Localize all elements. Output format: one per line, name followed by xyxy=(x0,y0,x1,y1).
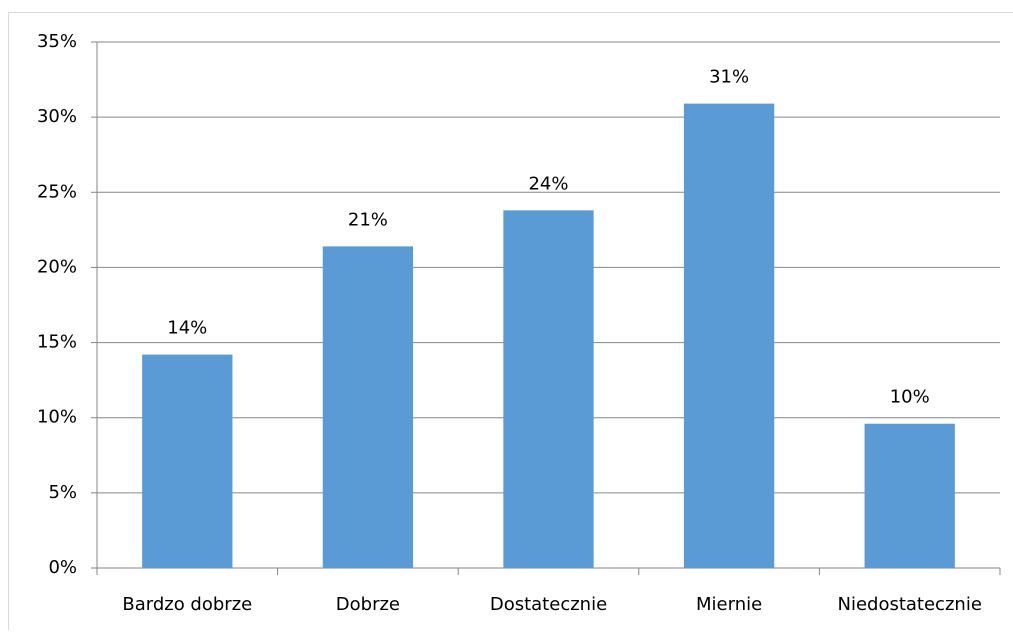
bar xyxy=(503,210,593,568)
data-label: 21% xyxy=(348,209,388,230)
y-tick-label: 35% xyxy=(37,31,77,52)
y-tick-label: 0% xyxy=(48,557,77,578)
y-tick-label: 15% xyxy=(37,332,77,353)
y-tick-label: 10% xyxy=(37,407,77,428)
data-label: 14% xyxy=(167,318,207,339)
x-tick-label: Dostatecznie xyxy=(490,594,607,615)
x-tick-label: Dobrze xyxy=(336,594,400,615)
bar xyxy=(865,424,955,568)
data-label: 31% xyxy=(709,67,749,88)
bar xyxy=(684,104,774,568)
x-tick-label: Niedostatecznie xyxy=(837,594,981,615)
data-label: 10% xyxy=(890,387,930,408)
y-tick-label: 5% xyxy=(48,482,77,503)
x-tick-label: Miernie xyxy=(696,594,762,615)
y-tick-label: 25% xyxy=(37,181,77,202)
bar xyxy=(323,246,413,568)
data-label: 24% xyxy=(528,173,568,194)
x-tick-label: Bardzo dobrze xyxy=(122,594,252,615)
y-tick-label: 30% xyxy=(37,106,77,127)
y-tick-label: 20% xyxy=(37,256,77,277)
bar xyxy=(142,355,232,568)
